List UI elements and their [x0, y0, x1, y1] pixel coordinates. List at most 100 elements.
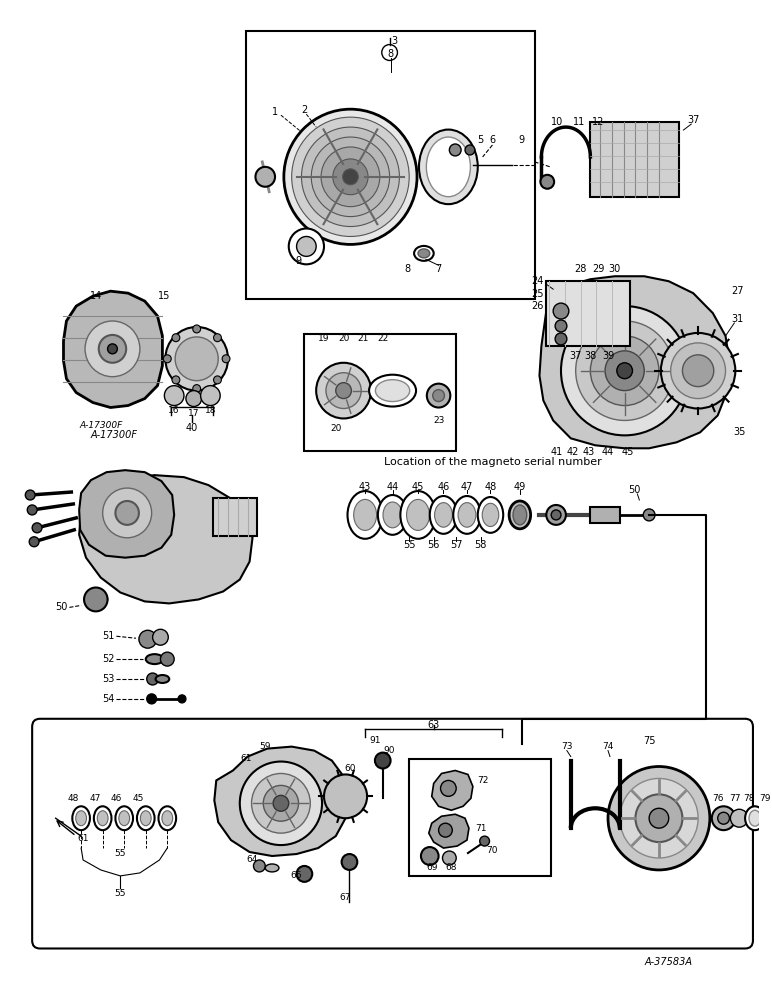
Text: 60: 60 — [344, 764, 356, 773]
Circle shape — [115, 501, 139, 525]
Text: 9: 9 — [519, 135, 525, 145]
Text: 68: 68 — [445, 863, 457, 872]
Circle shape — [333, 159, 368, 195]
Circle shape — [561, 306, 689, 435]
Bar — [304, 334, 456, 451]
Ellipse shape — [73, 806, 90, 830]
Circle shape — [240, 762, 322, 845]
Polygon shape — [63, 291, 162, 408]
Ellipse shape — [426, 137, 470, 197]
Text: 22: 22 — [378, 334, 388, 343]
Ellipse shape — [146, 654, 164, 664]
Circle shape — [547, 505, 566, 525]
Text: 19: 19 — [318, 334, 330, 343]
Text: 1: 1 — [272, 107, 278, 117]
Text: 74: 74 — [602, 742, 614, 751]
Text: 54: 54 — [103, 694, 115, 704]
Ellipse shape — [435, 503, 452, 527]
Text: 51: 51 — [103, 631, 115, 641]
Ellipse shape — [84, 592, 107, 606]
Circle shape — [107, 344, 117, 354]
Ellipse shape — [76, 811, 86, 826]
Text: 9: 9 — [296, 256, 302, 266]
Text: 20: 20 — [330, 424, 341, 433]
Circle shape — [296, 866, 312, 882]
Circle shape — [317, 363, 371, 418]
Text: 5: 5 — [478, 135, 484, 145]
Text: 45: 45 — [132, 794, 144, 803]
Circle shape — [27, 505, 37, 515]
Circle shape — [172, 334, 180, 342]
Text: 90: 90 — [384, 746, 395, 755]
Text: 72: 72 — [477, 776, 489, 785]
Text: 29: 29 — [592, 264, 604, 274]
Text: 49: 49 — [513, 482, 526, 492]
Text: 46: 46 — [110, 794, 122, 803]
Circle shape — [551, 510, 561, 520]
Polygon shape — [80, 470, 174, 558]
Circle shape — [263, 785, 299, 821]
Ellipse shape — [162, 811, 173, 826]
Text: 8: 8 — [405, 264, 410, 274]
Text: 43: 43 — [359, 482, 371, 492]
Text: 47: 47 — [89, 794, 100, 803]
Circle shape — [540, 175, 554, 189]
Ellipse shape — [418, 249, 430, 258]
Circle shape — [649, 808, 669, 828]
Text: 50: 50 — [628, 485, 641, 495]
Circle shape — [296, 236, 317, 256]
Circle shape — [311, 137, 390, 217]
Text: Location of the magneto serial number: Location of the magneto serial number — [384, 457, 601, 467]
Text: 55: 55 — [403, 540, 415, 550]
Text: 44: 44 — [602, 447, 615, 457]
Ellipse shape — [430, 496, 457, 534]
Circle shape — [661, 333, 735, 409]
Text: 23: 23 — [433, 416, 444, 425]
Text: A-37583A: A-37583A — [645, 957, 692, 967]
Circle shape — [256, 167, 275, 187]
Circle shape — [427, 384, 450, 408]
Circle shape — [321, 147, 380, 207]
Bar — [547, 281, 629, 346]
Circle shape — [635, 794, 682, 842]
Circle shape — [289, 229, 324, 264]
Polygon shape — [432, 770, 473, 810]
Ellipse shape — [158, 806, 176, 830]
Circle shape — [554, 303, 569, 319]
Ellipse shape — [458, 503, 476, 527]
Text: 64: 64 — [247, 855, 258, 864]
Ellipse shape — [414, 246, 434, 261]
Ellipse shape — [513, 505, 527, 525]
Circle shape — [442, 851, 456, 865]
Text: 59: 59 — [259, 742, 271, 751]
Text: 61: 61 — [240, 754, 252, 763]
Circle shape — [432, 390, 445, 402]
Polygon shape — [215, 747, 347, 856]
Circle shape — [620, 778, 698, 858]
Circle shape — [438, 823, 452, 837]
Ellipse shape — [137, 806, 154, 830]
Polygon shape — [428, 814, 469, 848]
Circle shape — [555, 320, 567, 332]
Text: 70: 70 — [486, 846, 498, 855]
Bar — [213, 498, 257, 536]
Text: 39: 39 — [602, 351, 615, 361]
Circle shape — [178, 695, 186, 703]
Text: 46: 46 — [438, 482, 449, 492]
Text: 75: 75 — [643, 736, 655, 746]
Circle shape — [99, 335, 126, 363]
Circle shape — [382, 45, 398, 60]
Text: 91: 91 — [369, 736, 381, 745]
Circle shape — [479, 836, 489, 846]
Text: 52: 52 — [103, 654, 115, 664]
Circle shape — [671, 343, 726, 399]
Ellipse shape — [115, 806, 133, 830]
Text: 58: 58 — [475, 540, 487, 550]
Circle shape — [139, 630, 157, 648]
Text: 48: 48 — [68, 794, 79, 803]
Circle shape — [84, 588, 107, 611]
Ellipse shape — [266, 864, 279, 872]
Text: 26: 26 — [531, 301, 543, 311]
Ellipse shape — [453, 496, 481, 534]
Circle shape — [153, 629, 168, 645]
